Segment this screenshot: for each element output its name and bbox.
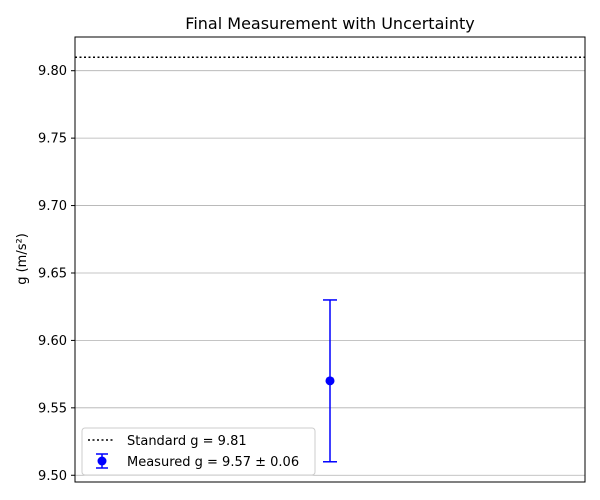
legend-box (81, 427, 316, 476)
chart-title: Final Measurement with Uncertainty (185, 14, 474, 33)
y-tick-label: 9.60 (38, 334, 67, 349)
y-tick-label: 9.70 (38, 199, 67, 214)
y-axis-label: g (m/s²) (15, 233, 30, 285)
y-tick-label: 9.80 (38, 64, 67, 79)
y-ticks: 9.50 9.55 9.60 9.65 9.70 9.75 9.80 (38, 64, 75, 484)
y-tick-label: 9.50 (38, 469, 67, 484)
plot-frame (74, 36, 586, 483)
data-layer (323, 299, 337, 463)
legend-measured-swatch (96, 453, 108, 469)
y-tick-label: 9.55 (38, 401, 67, 416)
y-tick-label: 9.75 (38, 132, 67, 147)
legend-measured-label: Measured g = 9.57 ± 0.06 (127, 455, 299, 470)
y-tick-label: 9.65 (38, 266, 67, 281)
data-point (325, 376, 335, 386)
legend: Standard g = 9.81 Measured g = 9.57 ± 0.… (81, 427, 316, 476)
legend-reference-label: Standard g = 9.81 (127, 434, 247, 449)
